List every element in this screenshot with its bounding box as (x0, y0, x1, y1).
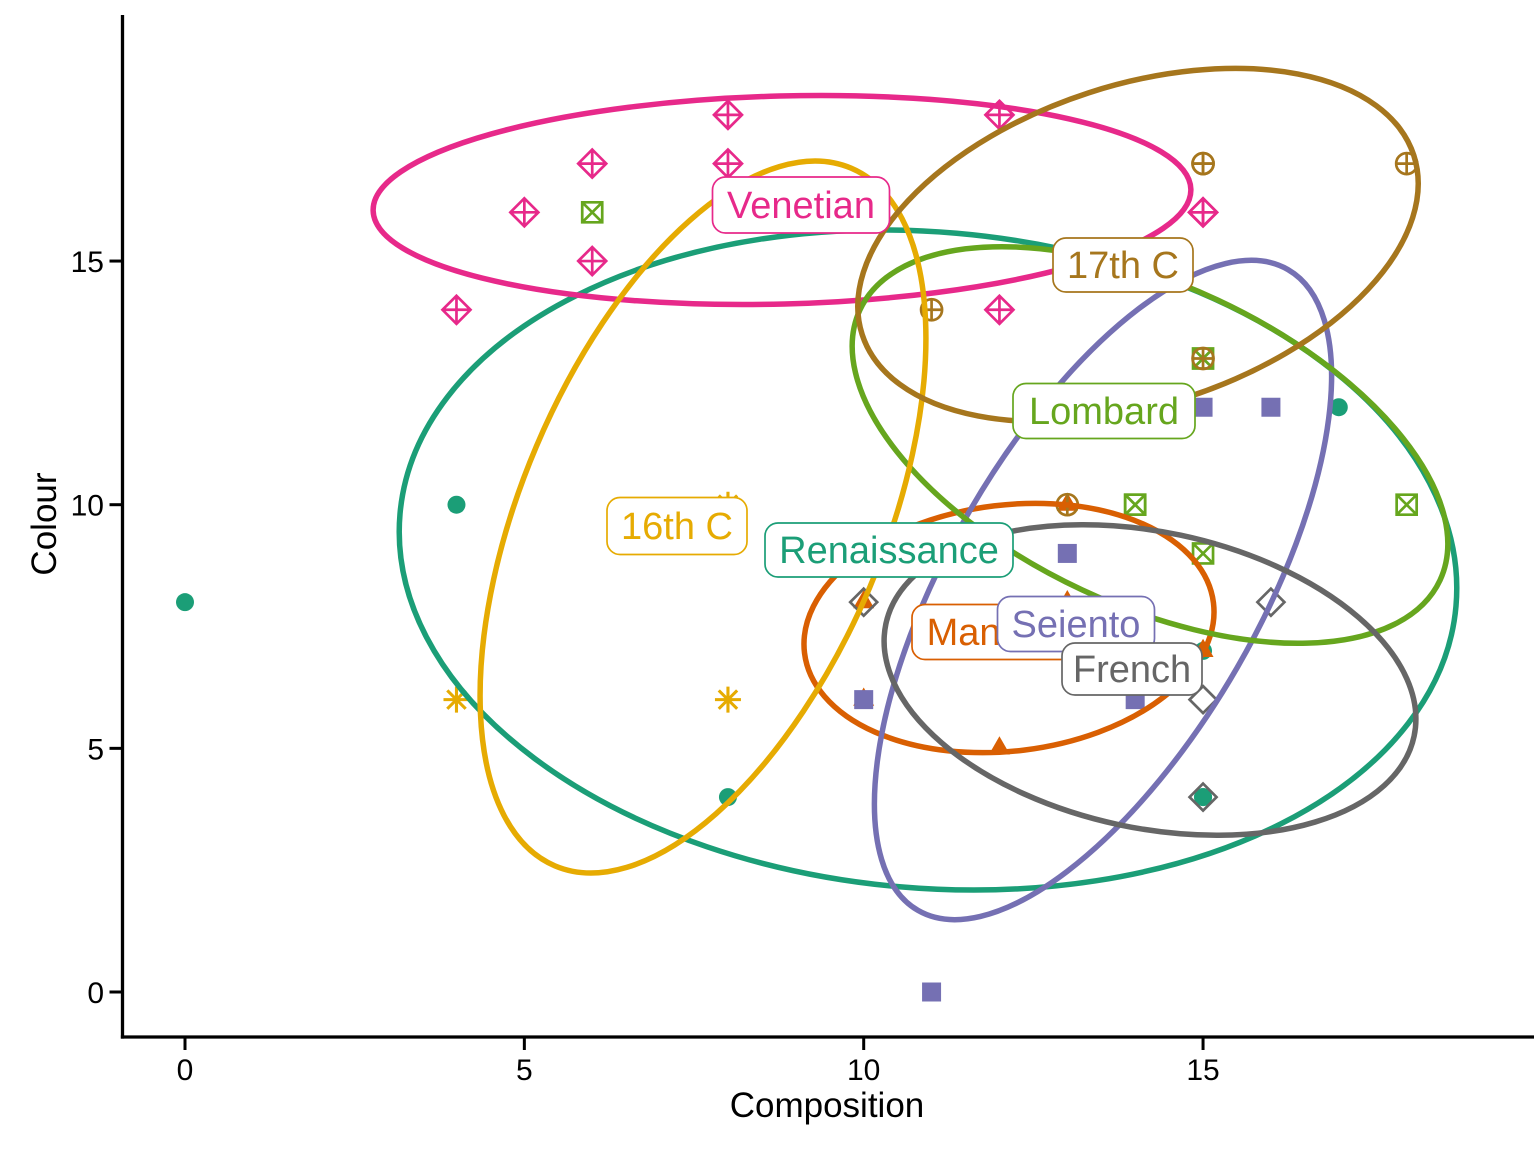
label-box-17th-c (1052, 237, 1194, 293)
point-lombard (580, 200, 604, 224)
ellipse-16th-c (477, 158, 929, 876)
label-box-french (1061, 642, 1203, 696)
x-tick-label: 15 (1186, 1054, 1219, 1087)
ellipse-french (881, 521, 1419, 839)
point-venetian (576, 147, 609, 180)
point-french (848, 586, 880, 618)
point-venetian (508, 196, 541, 229)
label-french: French (1061, 642, 1203, 696)
label-17th-c: 17th C (1052, 237, 1194, 293)
ellipse-mannerist (801, 500, 1217, 756)
label-text-17th-c: 17th C (1067, 245, 1179, 287)
label-box-16th-c (606, 496, 748, 556)
point-venetian (1187, 196, 1219, 229)
ellipse-seiento (871, 257, 1335, 923)
ellipses-layer (370, 65, 1460, 923)
x-tick-label: 0 (177, 1054, 194, 1087)
point-seiento (922, 982, 942, 1002)
point-seiento (854, 690, 874, 710)
point-venetian (440, 293, 473, 326)
label-text-16th-c: 16th C (621, 506, 733, 548)
point-venetian (712, 98, 744, 131)
ellipse-venetian (370, 92, 1194, 308)
label-text-venetian: Venetian (727, 185, 875, 227)
point-renaissance (1329, 398, 1348, 417)
point-renaissance (176, 593, 194, 612)
point-lombard (1395, 493, 1419, 517)
y-tick-label: 15 (71, 246, 104, 279)
x-tick-label: 10 (847, 1054, 880, 1087)
label-text-lombard: Lombard (1029, 391, 1179, 433)
label-box-venetian (711, 176, 891, 234)
point-17th-c (919, 297, 944, 322)
label-lombard: Lombard (1012, 382, 1196, 440)
point-venetian (712, 147, 744, 180)
point-renaissance (447, 495, 466, 514)
point-venetian (576, 245, 609, 277)
y-tick-label: 10 (71, 490, 104, 523)
x-axis-title: Composition (730, 1086, 925, 1125)
label-venetian: Venetian (711, 176, 891, 234)
point-seiento (1193, 397, 1213, 417)
label-text-seiento: Seiento (1012, 604, 1141, 646)
label-16th-c: 16th C (606, 496, 748, 556)
y-axis-title: Colour (25, 472, 64, 575)
point-seiento (1261, 397, 1281, 417)
label-box-renaissance (764, 522, 1014, 578)
axes-layer: 0 5 10 15 0 5 10 15 (71, 15, 1534, 1087)
label-box-lombard (1012, 382, 1196, 440)
point-renaissance (1194, 788, 1213, 807)
y-tick-label: 5 (87, 733, 104, 766)
point-french (1187, 684, 1219, 716)
ellipse-renaissance (396, 227, 1460, 893)
point-17th-c (1191, 151, 1215, 176)
point-17th-c (1191, 346, 1215, 371)
point-16th-c (443, 686, 470, 713)
label-renaissance: Renaissance (764, 522, 1014, 578)
point-lombard (1123, 493, 1147, 517)
label-text-renaissance: Renaissance (779, 530, 999, 572)
point-french (1255, 586, 1287, 618)
point-venetian (983, 293, 1016, 326)
point-french (1187, 781, 1219, 813)
x-tick-label: 5 (516, 1054, 533, 1087)
point-seiento (1057, 543, 1077, 563)
label-text-french: French (1073, 649, 1191, 691)
y-tick-label: 0 (87, 977, 104, 1010)
labels-layer: RenaissanceManneristSeientoVenetianLomba… (606, 176, 1203, 696)
point-16th-c (714, 686, 741, 713)
